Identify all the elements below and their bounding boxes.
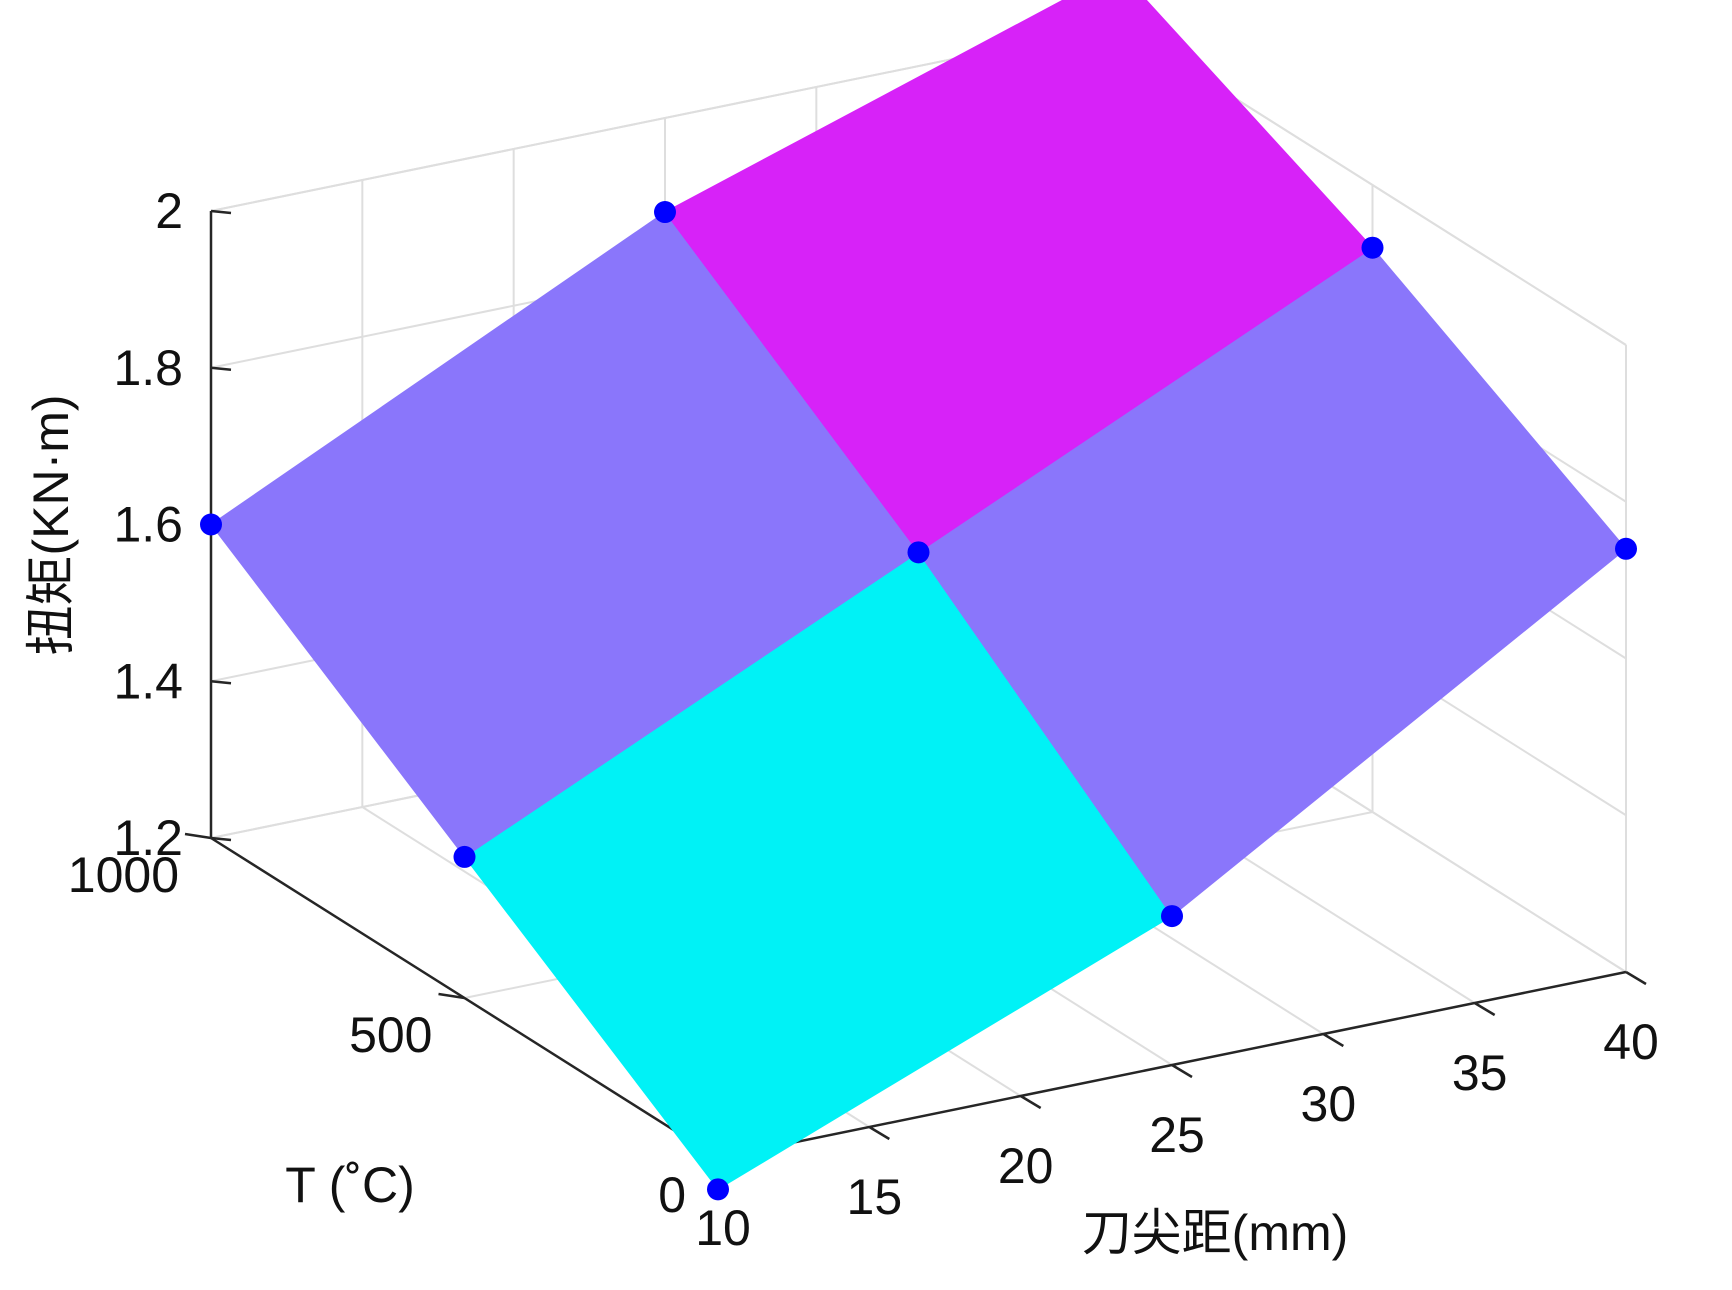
z-axis-title: 扭矩(KN·m) (23, 394, 79, 655)
x-tick (1020, 1094, 1042, 1110)
y-tick (184, 832, 212, 840)
y-tick-label: 1000 (68, 847, 179, 903)
x-tick (1171, 1063, 1193, 1079)
y-tick-label: 500 (349, 1007, 432, 1063)
z-tick-label: 1.4 (113, 653, 183, 709)
x-tick-label: 15 (847, 1169, 903, 1225)
z-tick (210, 209, 232, 215)
x-tick-label: 20 (998, 1138, 1054, 1194)
y-tick-label: 0 (658, 1167, 686, 1223)
x-tick-label: 30 (1301, 1076, 1357, 1132)
axes-layer (184, 209, 1647, 1172)
x-tick (1625, 970, 1647, 986)
data-point (707, 1178, 729, 1201)
surface-layer (210, 0, 1627, 1191)
z-tick (210, 680, 232, 685)
y-axis-title: T (˚C) (285, 1157, 415, 1213)
z-tick-label: 1.8 (113, 340, 183, 396)
labels-layer: 刀尖距(mm) T (˚C) 扭矩(KN·m) 10 15 20 25 30 35 40 0 5… (23, 183, 1659, 1261)
data-point (907, 541, 930, 564)
x-tick-label: 10 (695, 1200, 751, 1256)
x-tick-label: 40 (1603, 1014, 1659, 1070)
surface-patch (664, 0, 1374, 553)
data-point (1361, 236, 1384, 259)
x-tick-label: 25 (1149, 1107, 1205, 1163)
x-tick (868, 1125, 890, 1141)
data-point (1615, 537, 1637, 560)
x-axis-title: 刀尖距(mm) (1082, 1205, 1349, 1261)
y-tick (438, 992, 465, 1000)
data-point (654, 201, 676, 224)
x-tick-label: 35 (1452, 1045, 1508, 1101)
points-layer (200, 201, 1637, 1201)
z-tick-label: 2 (155, 183, 183, 239)
z-tick-label: 1.2 (113, 810, 183, 866)
x-tick (1322, 1032, 1344, 1048)
x-tick (1474, 1001, 1496, 1017)
z-tick (210, 366, 232, 371)
z-tick-label: 1.6 (113, 497, 183, 553)
z-tick (210, 836, 232, 842)
data-point (1161, 905, 1183, 928)
data-point (200, 513, 222, 536)
data-point (453, 845, 476, 868)
